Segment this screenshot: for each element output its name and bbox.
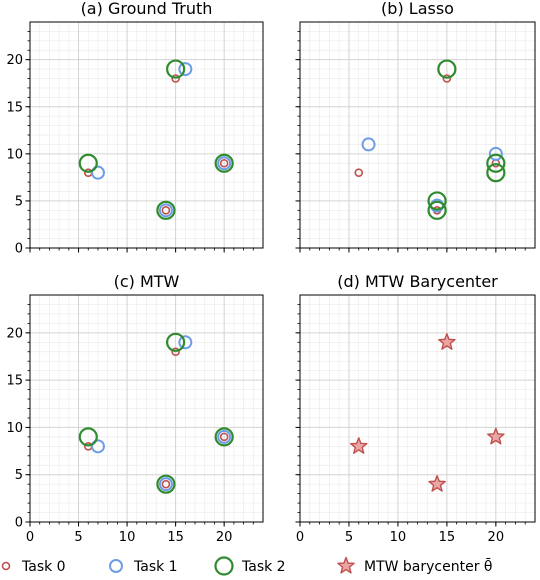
x-tick-label: 20 <box>216 530 233 545</box>
task-1-point <box>158 477 173 492</box>
barycenter-star-point <box>428 474 446 492</box>
legend-task1-icon <box>109 559 123 573</box>
barycenter-star-point <box>349 437 368 454</box>
task-0-point <box>161 206 171 215</box>
panel-title: (a) Ground Truth <box>81 0 213 18</box>
panel-title: (b) Lasso <box>381 0 454 18</box>
task-0-point <box>354 168 364 177</box>
y-tick-label: 10 <box>6 421 23 436</box>
y-tick-label: 5 <box>15 468 23 483</box>
legend-label: Task 1 <box>133 559 178 575</box>
barycenter-star-point <box>438 333 456 350</box>
task-1-point <box>158 203 173 218</box>
x-tick-label: 10 <box>119 530 136 545</box>
task-2-point <box>166 59 186 79</box>
task-1-point <box>90 439 105 454</box>
task-1-point <box>217 156 232 171</box>
y-tick-label: 0 <box>15 516 23 531</box>
panel-4: 0 5 10 15 20 (d) MTW Barycenter <box>295 272 536 545</box>
task-0-point <box>219 158 229 168</box>
x-tick-label: 5 <box>345 530 353 545</box>
task-2-point <box>427 200 447 220</box>
y-tick-label: 10 <box>6 147 23 162</box>
x-tick-label: 15 <box>167 530 184 545</box>
task-1-point <box>488 146 503 161</box>
task-1-point <box>217 429 232 444</box>
x-tick-label: 10 <box>390 530 407 545</box>
task-0-point <box>171 74 180 83</box>
panel-title: (c) MTW <box>114 272 180 291</box>
panel-3: 0 5 10 15 20 0 5 10 15 20 (c) MTW <box>6 272 264 545</box>
legend-label: MTW barycenter θ̄ <box>364 557 493 575</box>
x-tick-label: 5 <box>74 530 82 545</box>
panel-2: (b) Lasso <box>295 0 536 253</box>
legend-task2-icon <box>214 556 234 576</box>
panel-title: (d) MTW Barycenter <box>337 272 498 291</box>
y-tick-label: 0 <box>15 242 23 257</box>
legend-task0-icon <box>1 561 11 571</box>
task-1-point <box>178 335 193 350</box>
y-tick-label: 20 <box>6 326 23 341</box>
task-2-point <box>427 191 447 211</box>
task-2-point <box>78 427 98 447</box>
task-2-point <box>486 163 506 183</box>
task-2-point <box>166 332 186 352</box>
x-tick-label: 0 <box>296 530 304 545</box>
task-2-point <box>486 153 506 173</box>
task-0-point <box>171 347 180 357</box>
task-2-point <box>78 153 98 173</box>
task-2-point <box>156 474 176 494</box>
task-2-point <box>214 427 234 447</box>
legend-star-icon <box>337 556 355 574</box>
y-tick-label: 15 <box>6 100 23 115</box>
task-1-point <box>178 62 193 77</box>
legend-label: Task 0 <box>21 559 66 575</box>
task-0-point <box>219 432 229 442</box>
legend: Task 0 Task 1 Task 2 MTW barycenter θ̄ <box>1 556 493 576</box>
legend-label: Task 2 <box>241 559 286 575</box>
task-2-point <box>214 153 234 173</box>
task-1-point <box>90 165 105 180</box>
task-1-point <box>361 137 376 152</box>
x-tick-label: 0 <box>26 530 34 545</box>
x-tick-label: 20 <box>488 530 505 545</box>
y-tick-label: 15 <box>6 374 23 389</box>
barycenter-star-point <box>487 427 505 445</box>
y-tick-label: 5 <box>15 194 23 209</box>
task-0-point <box>161 479 171 489</box>
x-tick-label: 15 <box>439 530 456 545</box>
task-2-point <box>437 59 457 79</box>
task-2-point <box>156 200 176 220</box>
y-tick-label: 20 <box>6 53 23 68</box>
panel-1: 0 5 10 15 20 (a) Ground Truth <box>6 0 264 257</box>
task-0-point <box>442 74 452 83</box>
